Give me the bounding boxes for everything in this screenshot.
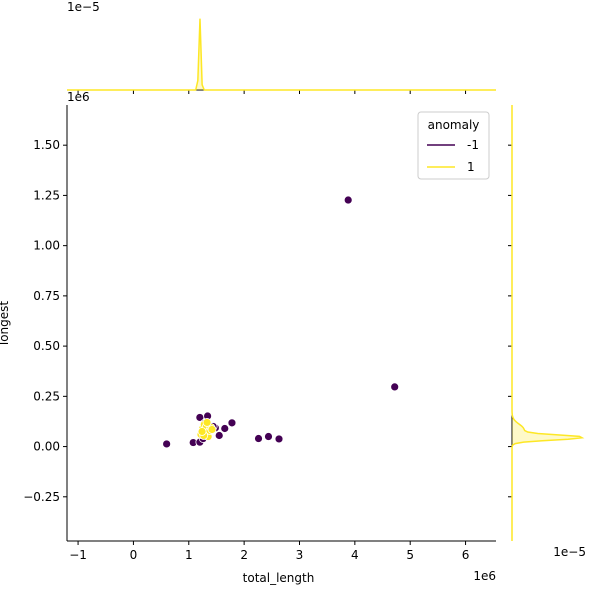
scatter-point-anomaly [227,418,237,428]
y-tick-label: 1.25 [33,188,60,202]
y-offset-label: 1e6 [67,90,90,104]
y-tick-label: 0.75 [33,289,60,303]
y-tick-label: 1.00 [33,239,60,253]
scatter-point-normal [207,425,217,434]
x-tick-label: 4 [351,548,359,562]
marginal-x-density-fill [67,18,496,90]
scatter-point-anomaly [343,195,353,205]
scatter-point-normal [197,427,207,436]
scatter-point-anomaly [390,382,400,392]
scatter-point-anomaly [214,431,224,440]
marginal-y-density-panel: 1e−5 [508,105,586,559]
marginal-y-density-line [511,105,585,541]
y-tick-label: −0.25 [23,490,60,504]
x-tick-label: 6 [462,548,470,562]
marginal-y-density-fill [512,105,582,541]
main-scatter-panel: −1 0 1 2 3 4 5 6 −0.25 0.00 0.25 0.50 0.75 1.00 1.25 1.… [0,90,496,585]
scatter-point-anomaly [162,439,172,449]
legend-title: anomaly [428,118,480,132]
scatter-point-anomaly [274,434,284,444]
marginal-x-density-line [67,18,496,91]
y-tick-label: 0.25 [33,389,60,403]
x-offset-label: 1e6 [473,569,496,583]
x-tick-label: 3 [296,548,304,562]
x-tick-label: 2 [240,548,248,562]
x-tick-label: 5 [406,548,414,562]
x-axis-label: total_length [243,571,315,585]
scatter-point-normal [202,418,212,427]
scatter-point-anomaly [254,434,263,443]
y-tick-label: 1.50 [33,138,60,152]
legend-entry-label: -1 [467,138,479,152]
marginal-x-offset-label: 1e−5 [67,0,100,14]
x-tick-label: −1 [69,548,87,562]
marginal-y-offset-label: 1e−5 [553,545,586,559]
legend-entry-label: 1 [467,160,475,174]
y-tick-label: 0.50 [33,339,60,353]
y-axis-label: longest [0,301,11,346]
scatter-point-anomaly [220,424,230,433]
scatter-point-anomaly [264,432,273,441]
legend: anomaly -1 1 [417,111,490,180]
y-tick-label: 0.00 [33,440,60,454]
x-tick-label: 0 [130,548,138,562]
marginal-x-density-panel: 1e−5 [67,0,496,94]
x-tick-label: 1 [185,548,193,562]
